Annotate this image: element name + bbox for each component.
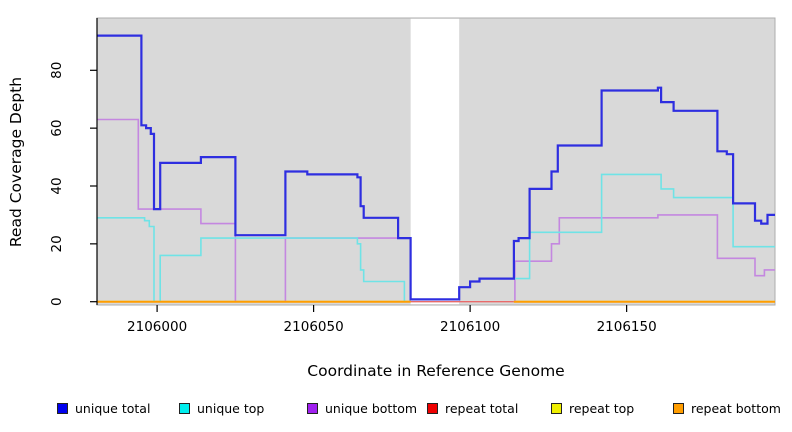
legend-item-unique-bottom: unique bottom xyxy=(307,398,418,416)
series-line-unique-top xyxy=(97,217,411,303)
series-line-unique-total xyxy=(97,34,775,301)
x-tick-label: 2106000 xyxy=(127,319,187,335)
legend-label: unique bottom xyxy=(325,401,418,416)
y-tick-label: 60 xyxy=(49,120,65,137)
legend-swatch-unique-bottom xyxy=(307,403,318,414)
legend-label: repeat bottom xyxy=(691,401,781,416)
chart-legend: unique total unique top unique bottom repea… xyxy=(0,398,792,420)
y-tick-label: 20 xyxy=(49,235,65,252)
series-line-unique-bottom xyxy=(513,214,775,303)
x-tick-label: 2106050 xyxy=(284,319,344,335)
x-tick-label: 2106100 xyxy=(440,319,500,335)
y-axis-title: Read Coverage Depth xyxy=(7,77,25,247)
x-tick-label: 2106150 xyxy=(597,319,657,335)
legend-item-unique-total: unique total xyxy=(57,398,151,416)
legend-swatch-repeat-total xyxy=(427,403,438,414)
legend-label: unique top xyxy=(197,401,265,416)
legend-item-repeat-top: repeat top xyxy=(551,398,635,416)
legend-swatch-repeat-bottom xyxy=(673,403,684,414)
legend-item-unique-top: unique top xyxy=(179,398,265,416)
legend-label: repeat total xyxy=(445,401,519,416)
legend-label: repeat top xyxy=(569,401,635,416)
legend-swatch-unique-top xyxy=(179,403,190,414)
x-axis-title: Coordinate in Reference Genome xyxy=(307,362,564,380)
y-tick-label: 0 xyxy=(49,297,65,306)
masked-region xyxy=(410,18,460,305)
series-line-unique-bottom xyxy=(97,118,411,303)
legend-item-repeat-bottom: repeat bottom xyxy=(673,398,781,416)
legend-item-repeat-total: repeat total xyxy=(427,398,519,416)
legend-label: unique total xyxy=(75,401,151,416)
legend-swatch-repeat-top xyxy=(551,403,562,414)
y-tick-label: 40 xyxy=(49,177,65,194)
y-tick-label: 80 xyxy=(49,62,65,79)
legend-swatch-unique-total xyxy=(57,403,68,414)
